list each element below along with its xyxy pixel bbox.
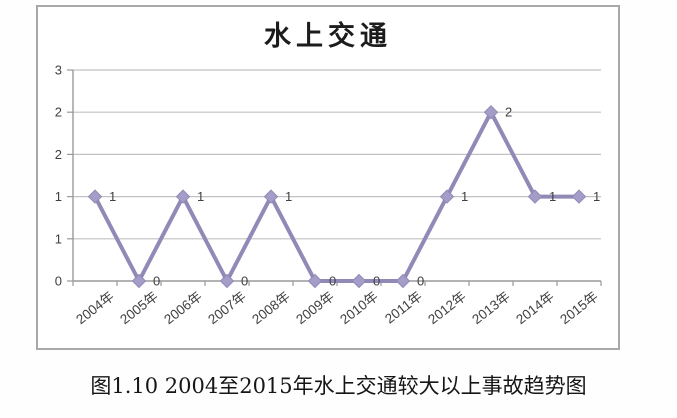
- data-point-marker: [87, 189, 103, 204]
- x-axis-category-label: 2013年: [469, 289, 513, 328]
- data-point-label: 1: [549, 189, 556, 204]
- x-axis-category-label: 2005年: [117, 289, 161, 328]
- figure-caption: 图1.10 2004至2015年水上交通较大以上事故趋势图: [90, 374, 587, 398]
- chart-area: 水上交通 0 1 1 2 2 3 1 2004年 0 2005年 1 2006年 0 2007年 1 2008…: [36, 5, 620, 350]
- x-axis-category-label: 2008年: [249, 289, 293, 328]
- x-axis-category-label: 2006年: [161, 289, 205, 328]
- data-point-marker: [175, 189, 191, 204]
- data-point-label: 0: [153, 274, 160, 289]
- x-axis-category-label: 2004年: [73, 289, 117, 328]
- data-point-label: 0: [373, 274, 380, 289]
- y-axis-tick-label: 0: [55, 274, 62, 289]
- y-axis-tick-label: 1: [55, 231, 62, 246]
- data-point-label: 1: [593, 189, 600, 204]
- data-point-label: 1: [461, 189, 468, 204]
- data-point-label: 1: [197, 189, 204, 204]
- x-axis-category-label: 2015年: [557, 289, 601, 328]
- data-point-label: 0: [241, 274, 248, 289]
- data-point-marker: [527, 189, 543, 204]
- x-axis-category-label: 2009年: [293, 289, 337, 328]
- data-point-label: 1: [109, 189, 116, 204]
- data-point-marker: [307, 273, 323, 289]
- data-point-marker: [395, 273, 411, 289]
- y-axis-tick-label: 2: [55, 147, 62, 162]
- y-axis-tick-label: 1: [55, 189, 62, 204]
- data-point-marker: [131, 273, 147, 289]
- y-axis-tick-label: 2: [55, 105, 62, 120]
- x-axis-category-label: 2010年: [337, 289, 381, 328]
- data-point-marker: [439, 189, 455, 204]
- data-point-label: 1: [285, 189, 292, 204]
- data-point-marker: [571, 189, 587, 204]
- chart-title: 水上交通: [264, 21, 392, 52]
- x-axis-category-label: 2011年: [382, 289, 425, 327]
- x-axis-category-label: 2012年: [425, 289, 469, 328]
- data-point-label: 0: [329, 274, 336, 289]
- x-axis-category-label: 2014年: [513, 289, 557, 328]
- line-chart-plot: 01122312004年02005年12006年02007年12008年0200…: [55, 63, 602, 328]
- data-point-marker: [351, 273, 367, 289]
- y-axis-tick-label: 3: [55, 63, 62, 78]
- x-axis-category-label: 2007年: [205, 289, 249, 328]
- data-point-marker: [483, 104, 499, 120]
- data-point-marker: [263, 189, 279, 204]
- data-point-label: 2: [505, 105, 512, 120]
- data-point-label: 0: [417, 274, 424, 289]
- data-series-line: [93, 110, 579, 283]
- data-point-marker: [219, 273, 235, 289]
